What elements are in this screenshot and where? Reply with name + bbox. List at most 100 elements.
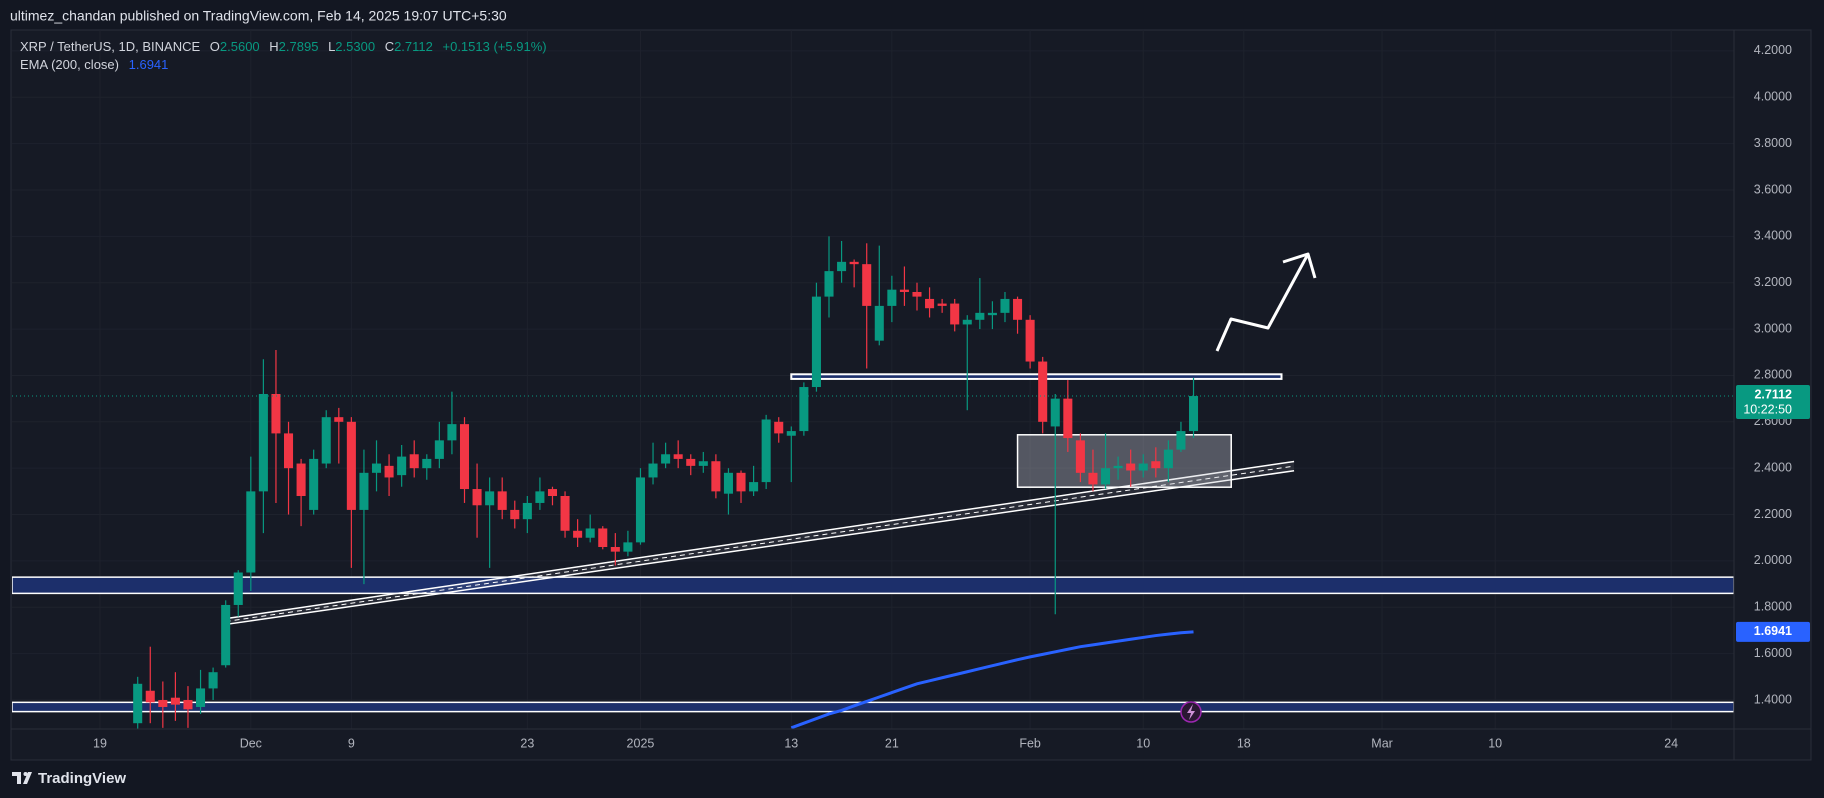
candle-body	[849, 261, 859, 265]
candle-body	[472, 489, 482, 506]
candle-body	[686, 458, 696, 466]
candle-body	[673, 454, 683, 459]
candle-body	[145, 690, 155, 703]
candle-body	[547, 489, 558, 496]
x-tick-label: Feb	[1019, 736, 1041, 750]
candle-body	[459, 424, 470, 490]
indicator-value: 1.6941	[129, 57, 169, 72]
x-tick-label: 24	[1664, 736, 1678, 750]
last-price-tag	[1736, 385, 1810, 420]
candle-body	[937, 303, 947, 306]
candle-body	[1101, 468, 1111, 485]
legend-key: L	[328, 39, 335, 54]
support-zone	[12, 576, 1734, 595]
candle-body	[862, 264, 872, 306]
candle-body	[975, 312, 985, 320]
candle-body	[1000, 298, 1010, 313]
resistance-level	[790, 373, 1283, 380]
candle-body	[1163, 449, 1173, 469]
y-tick-label: 3.2000	[1754, 275, 1792, 289]
candle-body	[749, 482, 759, 492]
x-tick-label: 9	[348, 736, 355, 750]
candle-body	[774, 421, 784, 434]
candle-body	[284, 433, 294, 469]
candle-body	[1188, 396, 1199, 432]
candle-body	[711, 461, 721, 492]
legend-key: H	[269, 39, 278, 54]
legend-value: 2.7112	[394, 39, 433, 54]
candle-body	[522, 502, 532, 520]
x-tick-label: 10	[1488, 736, 1502, 750]
candle-body	[635, 477, 645, 543]
legend-value: 2.5600	[220, 39, 260, 54]
candle-body	[1176, 431, 1186, 450]
candle-body	[1038, 361, 1048, 422]
candle-body	[233, 572, 243, 605]
candle-body	[133, 683, 143, 724]
candle-body	[811, 296, 821, 388]
y-tick-label: 2.8000	[1754, 368, 1792, 382]
plot-area	[12, 30, 1734, 729]
y-tick-label: 3.4000	[1754, 229, 1792, 243]
axes: 1.40001.60001.80002.00002.20002.40002.60…	[93, 43, 1810, 750]
candle-body	[887, 289, 897, 306]
candle-body	[1063, 398, 1073, 439]
candle-body	[371, 463, 382, 473]
candle-body	[196, 688, 206, 707]
candle-body	[158, 700, 168, 707]
candle-body	[321, 417, 331, 464]
range-box	[1016, 434, 1232, 488]
candle-body	[309, 458, 319, 510]
channel-fill	[225, 461, 1295, 625]
y-tick-label: 4.0000	[1754, 90, 1792, 104]
candle-body	[723, 472, 733, 494]
candle-body	[258, 393, 268, 492]
candle-body	[824, 271, 834, 297]
x-tick-label: Mar	[1371, 736, 1393, 750]
y-tick-label: 3.6000	[1754, 182, 1792, 196]
candle-body	[1151, 461, 1161, 469]
candle-body	[510, 509, 520, 520]
candle-body	[397, 456, 407, 476]
y-tick-label: 3.0000	[1754, 321, 1792, 335]
legend-line: XRP / TetherUS, 1D, BINANCE O2.5600 H2.7…	[20, 39, 547, 54]
candle-body	[422, 458, 432, 469]
publish-info: ultimez_chandan published on TradingView…	[10, 8, 507, 24]
candle-body	[334, 417, 344, 422]
legend-value: 2.7895	[279, 39, 319, 54]
y-tick-label: 2.2000	[1754, 507, 1792, 521]
candle-body	[183, 700, 193, 710]
alert-bolt	[1187, 704, 1195, 720]
candle-body	[950, 303, 960, 325]
candle-body	[987, 312, 997, 316]
candle-body	[208, 672, 218, 689]
chart-frame	[10, 29, 1812, 761]
candle-body	[1050, 398, 1060, 427]
candle-body	[925, 298, 935, 309]
candle-body	[409, 454, 419, 469]
candle-body	[1025, 319, 1035, 362]
alert-icon[interactable]	[1180, 701, 1202, 723]
candle-body	[573, 530, 583, 538]
candle-body	[962, 319, 972, 325]
candle-body	[598, 528, 608, 548]
candle-body	[698, 461, 708, 466]
footer-logo[interactable]: TradingView	[12, 770, 126, 787]
candle-body	[761, 419, 771, 483]
countdown-label: 10:22:50	[1743, 402, 1792, 416]
x-tick-label: 21	[885, 736, 899, 750]
candle-body	[485, 491, 495, 506]
ema-tag	[1736, 621, 1810, 642]
y-tick-label: 1.4000	[1754, 692, 1792, 706]
y-tick-label: 2.0000	[1754, 553, 1792, 567]
candle-body	[447, 424, 457, 441]
candle-body	[1013, 298, 1023, 320]
candle-body	[899, 289, 909, 292]
candle-body	[912, 291, 922, 297]
brand-name[interactable]: TradingView	[38, 770, 126, 787]
candle-body	[661, 454, 671, 464]
arrow-path	[1215, 253, 1310, 352]
ema-tag-label: 1.6941	[1754, 624, 1792, 638]
candle-body	[296, 463, 306, 496]
